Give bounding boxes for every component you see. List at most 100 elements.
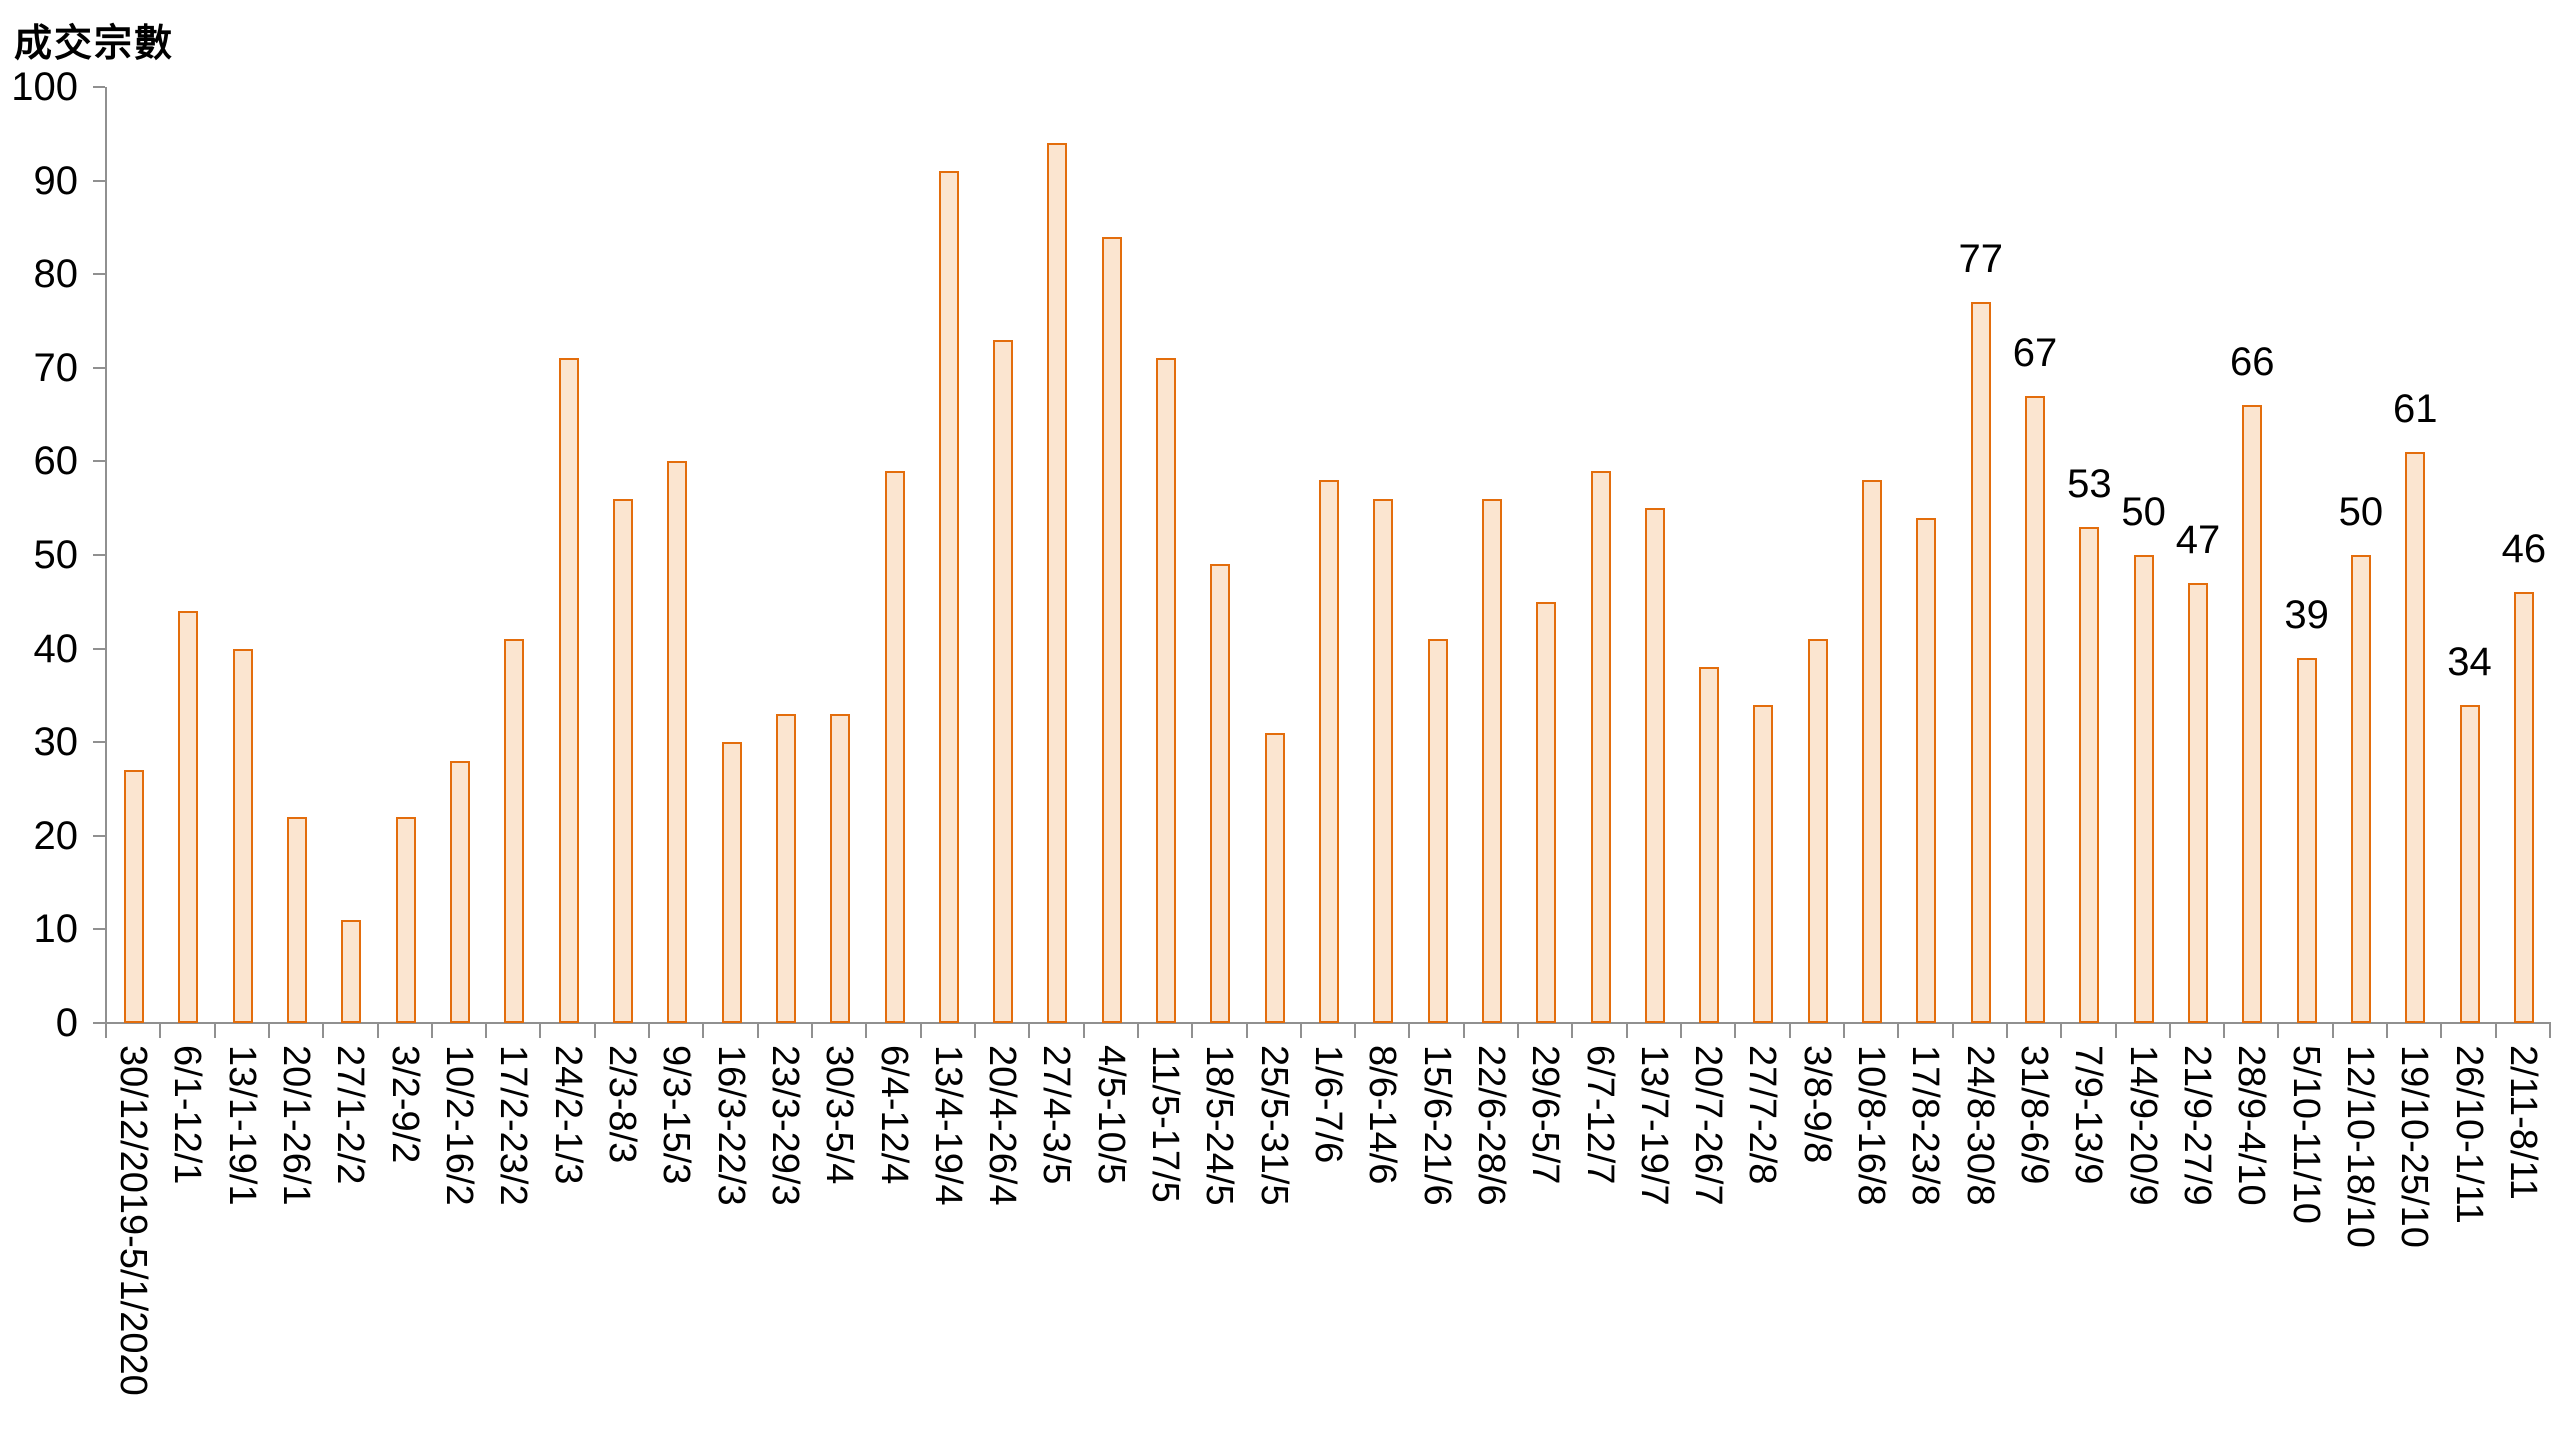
bar-value-label: 53 (2067, 461, 2112, 506)
y-axis-tick-label: 90 (33, 158, 79, 203)
bar-value-label: 47 (2175, 518, 2221, 563)
x-axis-tick (376, 1024, 379, 1038)
y-axis-tick-label: 10 (33, 907, 79, 952)
x-axis-category-label: 23/3-29/3 (763, 1045, 806, 1206)
bar (612, 498, 633, 1023)
y-axis-tick-label: 70 (33, 345, 79, 390)
x-axis-category-label: 12/10-18/10 (2338, 1045, 2381, 1248)
chart-title: 成交宗數 (14, 23, 175, 65)
y-axis-tick-label: 80 (33, 252, 79, 297)
x-axis-category-label: 27/7-2/8 (1741, 1045, 1784, 1185)
x-axis-category-label: 2/11-8/11 (2501, 1045, 2544, 1200)
x-axis-tick (2440, 1024, 2443, 1038)
bar (341, 920, 362, 1023)
bar (124, 770, 145, 1023)
y-axis-tick-label: 0 (55, 1001, 78, 1045)
bar (2296, 657, 2317, 1023)
x-axis-category-label: 27/4-3/5 (1035, 1045, 1078, 1185)
bar (558, 358, 579, 1023)
y-axis-tick (93, 1022, 105, 1024)
x-axis-tick (1734, 1024, 1737, 1038)
x-axis-category-label: 16/3-22/3 (709, 1045, 752, 1206)
bar-value-label: 66 (2230, 340, 2275, 385)
x-axis-tick (1299, 1024, 1302, 1038)
x-axis-category-label: 27/1-2/2 (329, 1045, 372, 1185)
y-axis-tick-label: 50 (33, 533, 79, 577)
x-axis-tick (1082, 1024, 1085, 1038)
y-axis-tick-label: 20 (33, 813, 79, 858)
x-axis-tick (1625, 1024, 1628, 1038)
bar (395, 817, 416, 1023)
y-axis-tick (93, 179, 105, 182)
y-axis-tick (93, 647, 105, 650)
x-axis-tick (1408, 1024, 1411, 1038)
x-axis-category-label: 30/3-5/4 (818, 1045, 861, 1185)
x-axis-category-label: 3/2-9/2 (383, 1045, 426, 1164)
y-axis-tick (93, 741, 105, 744)
bar (721, 742, 742, 1023)
x-axis-tick (1680, 1024, 1683, 1038)
x-axis-tick (648, 1024, 651, 1038)
bar (938, 171, 959, 1023)
bar (2133, 555, 2154, 1023)
y-axis-tick-label: 60 (33, 439, 79, 484)
bar (450, 760, 471, 1023)
x-axis-category-label: 17/2-23/2 (492, 1045, 535, 1206)
x-axis-tick (430, 1024, 433, 1038)
y-axis-tick (93, 86, 105, 88)
y-axis-line (105, 87, 107, 1025)
y-axis-tick (93, 928, 105, 931)
x-axis-category-label: 29/6-5/7 (1524, 1045, 1567, 1185)
bar (1319, 480, 1339, 1023)
x-axis-tick (2277, 1024, 2280, 1038)
bar (1699, 667, 1720, 1023)
x-axis-category-label: 22/6-28/6 (1469, 1045, 1512, 1206)
bar-value-label: 61 (2392, 387, 2438, 432)
x-axis-category-label: 5/10-11/10 (2284, 1045, 2327, 1224)
bar-value-label: 77 (1958, 237, 2003, 282)
x-axis-category-label: 26/10-1/11 (2447, 1045, 2490, 1224)
bar (2079, 526, 2100, 1023)
x-axis-tick (2549, 1024, 2551, 1038)
x-axis-category-label: 10/8-16/8 (1850, 1045, 1893, 1206)
bar (993, 339, 1014, 1023)
x-axis-category-label: 6/1-12/1 (166, 1045, 209, 1185)
x-axis-tick (593, 1024, 596, 1038)
x-axis-category-label: 15/6-21/6 (1415, 1045, 1458, 1206)
y-axis-tick-label: 30 (33, 720, 79, 765)
bar (2459, 704, 2480, 1023)
x-axis-category-label: 13/7-19/7 (1632, 1045, 1675, 1206)
x-axis-tick (1136, 1024, 1139, 1038)
x-axis-tick (973, 1024, 976, 1038)
x-axis-category-label: 13/4-19/4 (926, 1045, 969, 1206)
bar (884, 470, 905, 1023)
x-axis-tick (267, 1024, 270, 1038)
x-axis-tick (1951, 1024, 1954, 1038)
x-axis-tick (322, 1024, 325, 1038)
y-axis-tick-label: 100 (11, 65, 78, 109)
x-axis-category-label: 20/7-26/7 (1687, 1045, 1730, 1206)
x-axis-tick (1517, 1024, 1520, 1038)
bar (2405, 452, 2426, 1023)
x-axis-tick (756, 1024, 759, 1038)
x-axis-line (105, 1022, 2551, 1024)
bar-value-label: 50 (2121, 490, 2166, 534)
bar (1644, 508, 1665, 1023)
x-axis-category-label: 24/8-30/8 (1958, 1045, 2001, 1206)
x-axis-category-label: 20/1-26/1 (275, 1045, 318, 1206)
bar-value-label: 50 (2338, 490, 2384, 534)
x-axis-tick (159, 1024, 162, 1038)
x-axis-tick (1354, 1024, 1357, 1038)
bar (2187, 583, 2208, 1023)
bar (2025, 395, 2046, 1023)
bar (1862, 480, 1883, 1023)
bar (667, 461, 688, 1023)
bar-value-label: 34 (2447, 639, 2492, 684)
x-axis-tick (1842, 1024, 1845, 1038)
bar-value-label: 39 (2284, 592, 2329, 637)
x-axis-tick (811, 1024, 814, 1038)
x-axis-category-label: 19/10-25/10 (2393, 1045, 2436, 1248)
x-axis-category-label: 6/4-12/4 (872, 1045, 915, 1185)
bar (1101, 236, 1122, 1023)
